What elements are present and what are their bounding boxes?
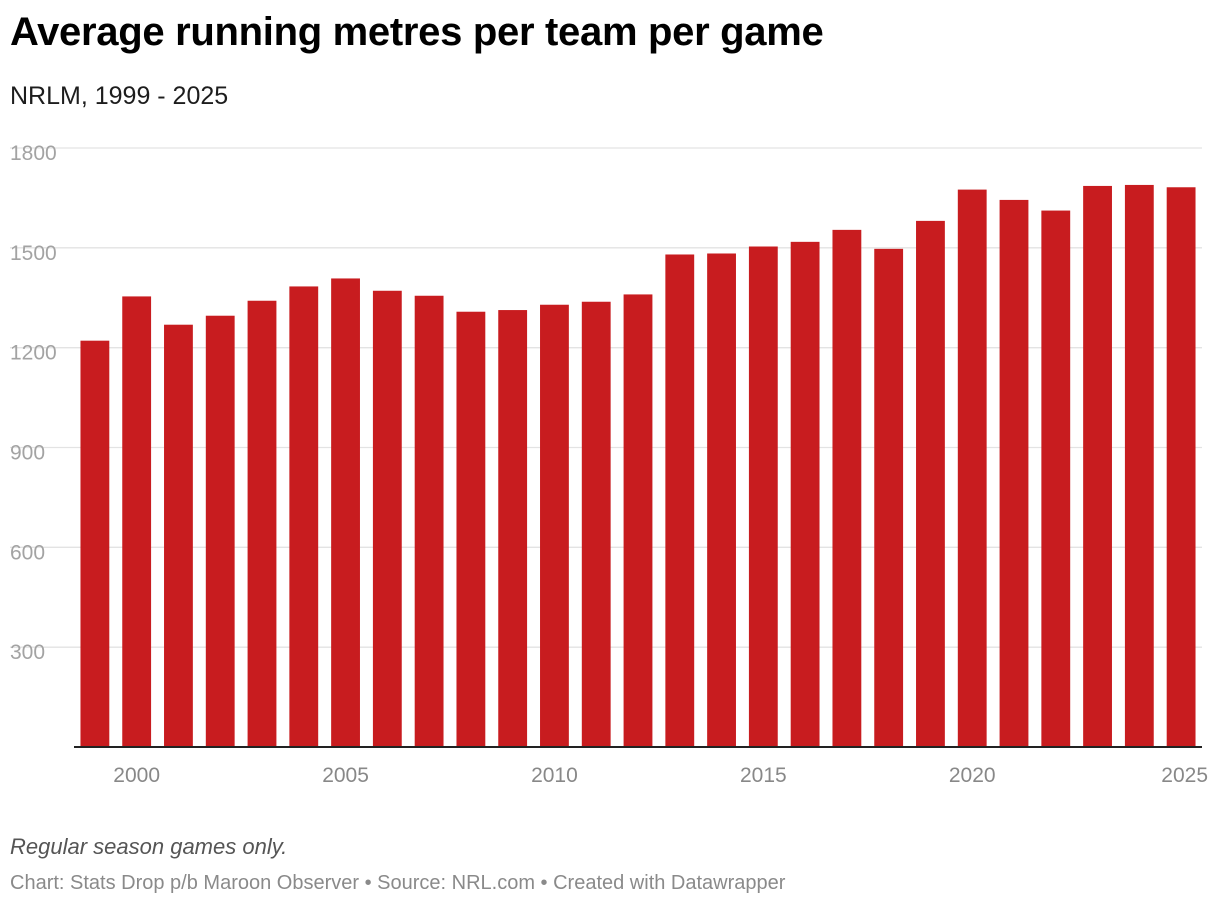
- bar-2002: [205, 315, 235, 747]
- chart-byline: Chart: Stats Drop p/b Maroon Observer • …: [10, 872, 786, 894]
- bar-2016: [790, 241, 820, 747]
- bar-2011: [581, 301, 611, 747]
- y-tick-label: 1800: [10, 142, 57, 165]
- y-tick-label: 600: [10, 541, 45, 564]
- bar-2020: [957, 189, 987, 747]
- bar-2005: [331, 278, 360, 747]
- bar-2012: [623, 294, 653, 747]
- y-tick-label: 900: [10, 442, 45, 465]
- bar-2023: [1083, 185, 1112, 748]
- x-tick-label: 2020: [949, 764, 996, 787]
- bar-2004: [289, 286, 319, 747]
- bar-2022: [1041, 210, 1071, 747]
- y-tick-label: 1500: [10, 242, 57, 265]
- bar-2003: [247, 300, 277, 747]
- bar-2010: [540, 304, 569, 747]
- bar-2001: [164, 324, 193, 747]
- bar-2000: [122, 296, 152, 747]
- x-tick-label: 2010: [531, 764, 578, 787]
- x-tick-label: 2025: [1161, 764, 1208, 787]
- bar-2007: [414, 295, 444, 747]
- y-tick-label: 300: [10, 641, 45, 664]
- bar-2021: [999, 199, 1029, 747]
- x-tick-label: 2015: [740, 764, 787, 787]
- y-tick-label: 1200: [10, 342, 57, 365]
- y-axis-labels: 300 600 900 1200 1500 1800: [10, 142, 57, 664]
- x-axis-labels: 2000 2005 2010 2015 2020 2025: [113, 764, 1208, 787]
- bar-2025: [1166, 187, 1196, 748]
- bar-2013: [665, 254, 695, 747]
- chart-note: Regular season games only.: [10, 834, 288, 859]
- bar-2017: [832, 229, 862, 747]
- bar-2008: [456, 311, 486, 747]
- bar-2024: [1124, 184, 1154, 747]
- bar-2006: [372, 290, 402, 747]
- bar-2009: [498, 310, 528, 747]
- bar-1999: [80, 340, 110, 747]
- bar-2014: [707, 253, 736, 748]
- bar-2018: [874, 248, 904, 747]
- x-tick-label: 2005: [322, 764, 369, 787]
- chart-subtitle: NRLM, 1999 - 2025: [10, 82, 229, 110]
- chart-title: Average running metres per team per game: [10, 10, 824, 54]
- x-tick-label: 2000: [113, 764, 160, 787]
- bar-2019: [916, 220, 945, 748]
- bars: [80, 184, 1196, 748]
- bar-2015: [748, 246, 778, 747]
